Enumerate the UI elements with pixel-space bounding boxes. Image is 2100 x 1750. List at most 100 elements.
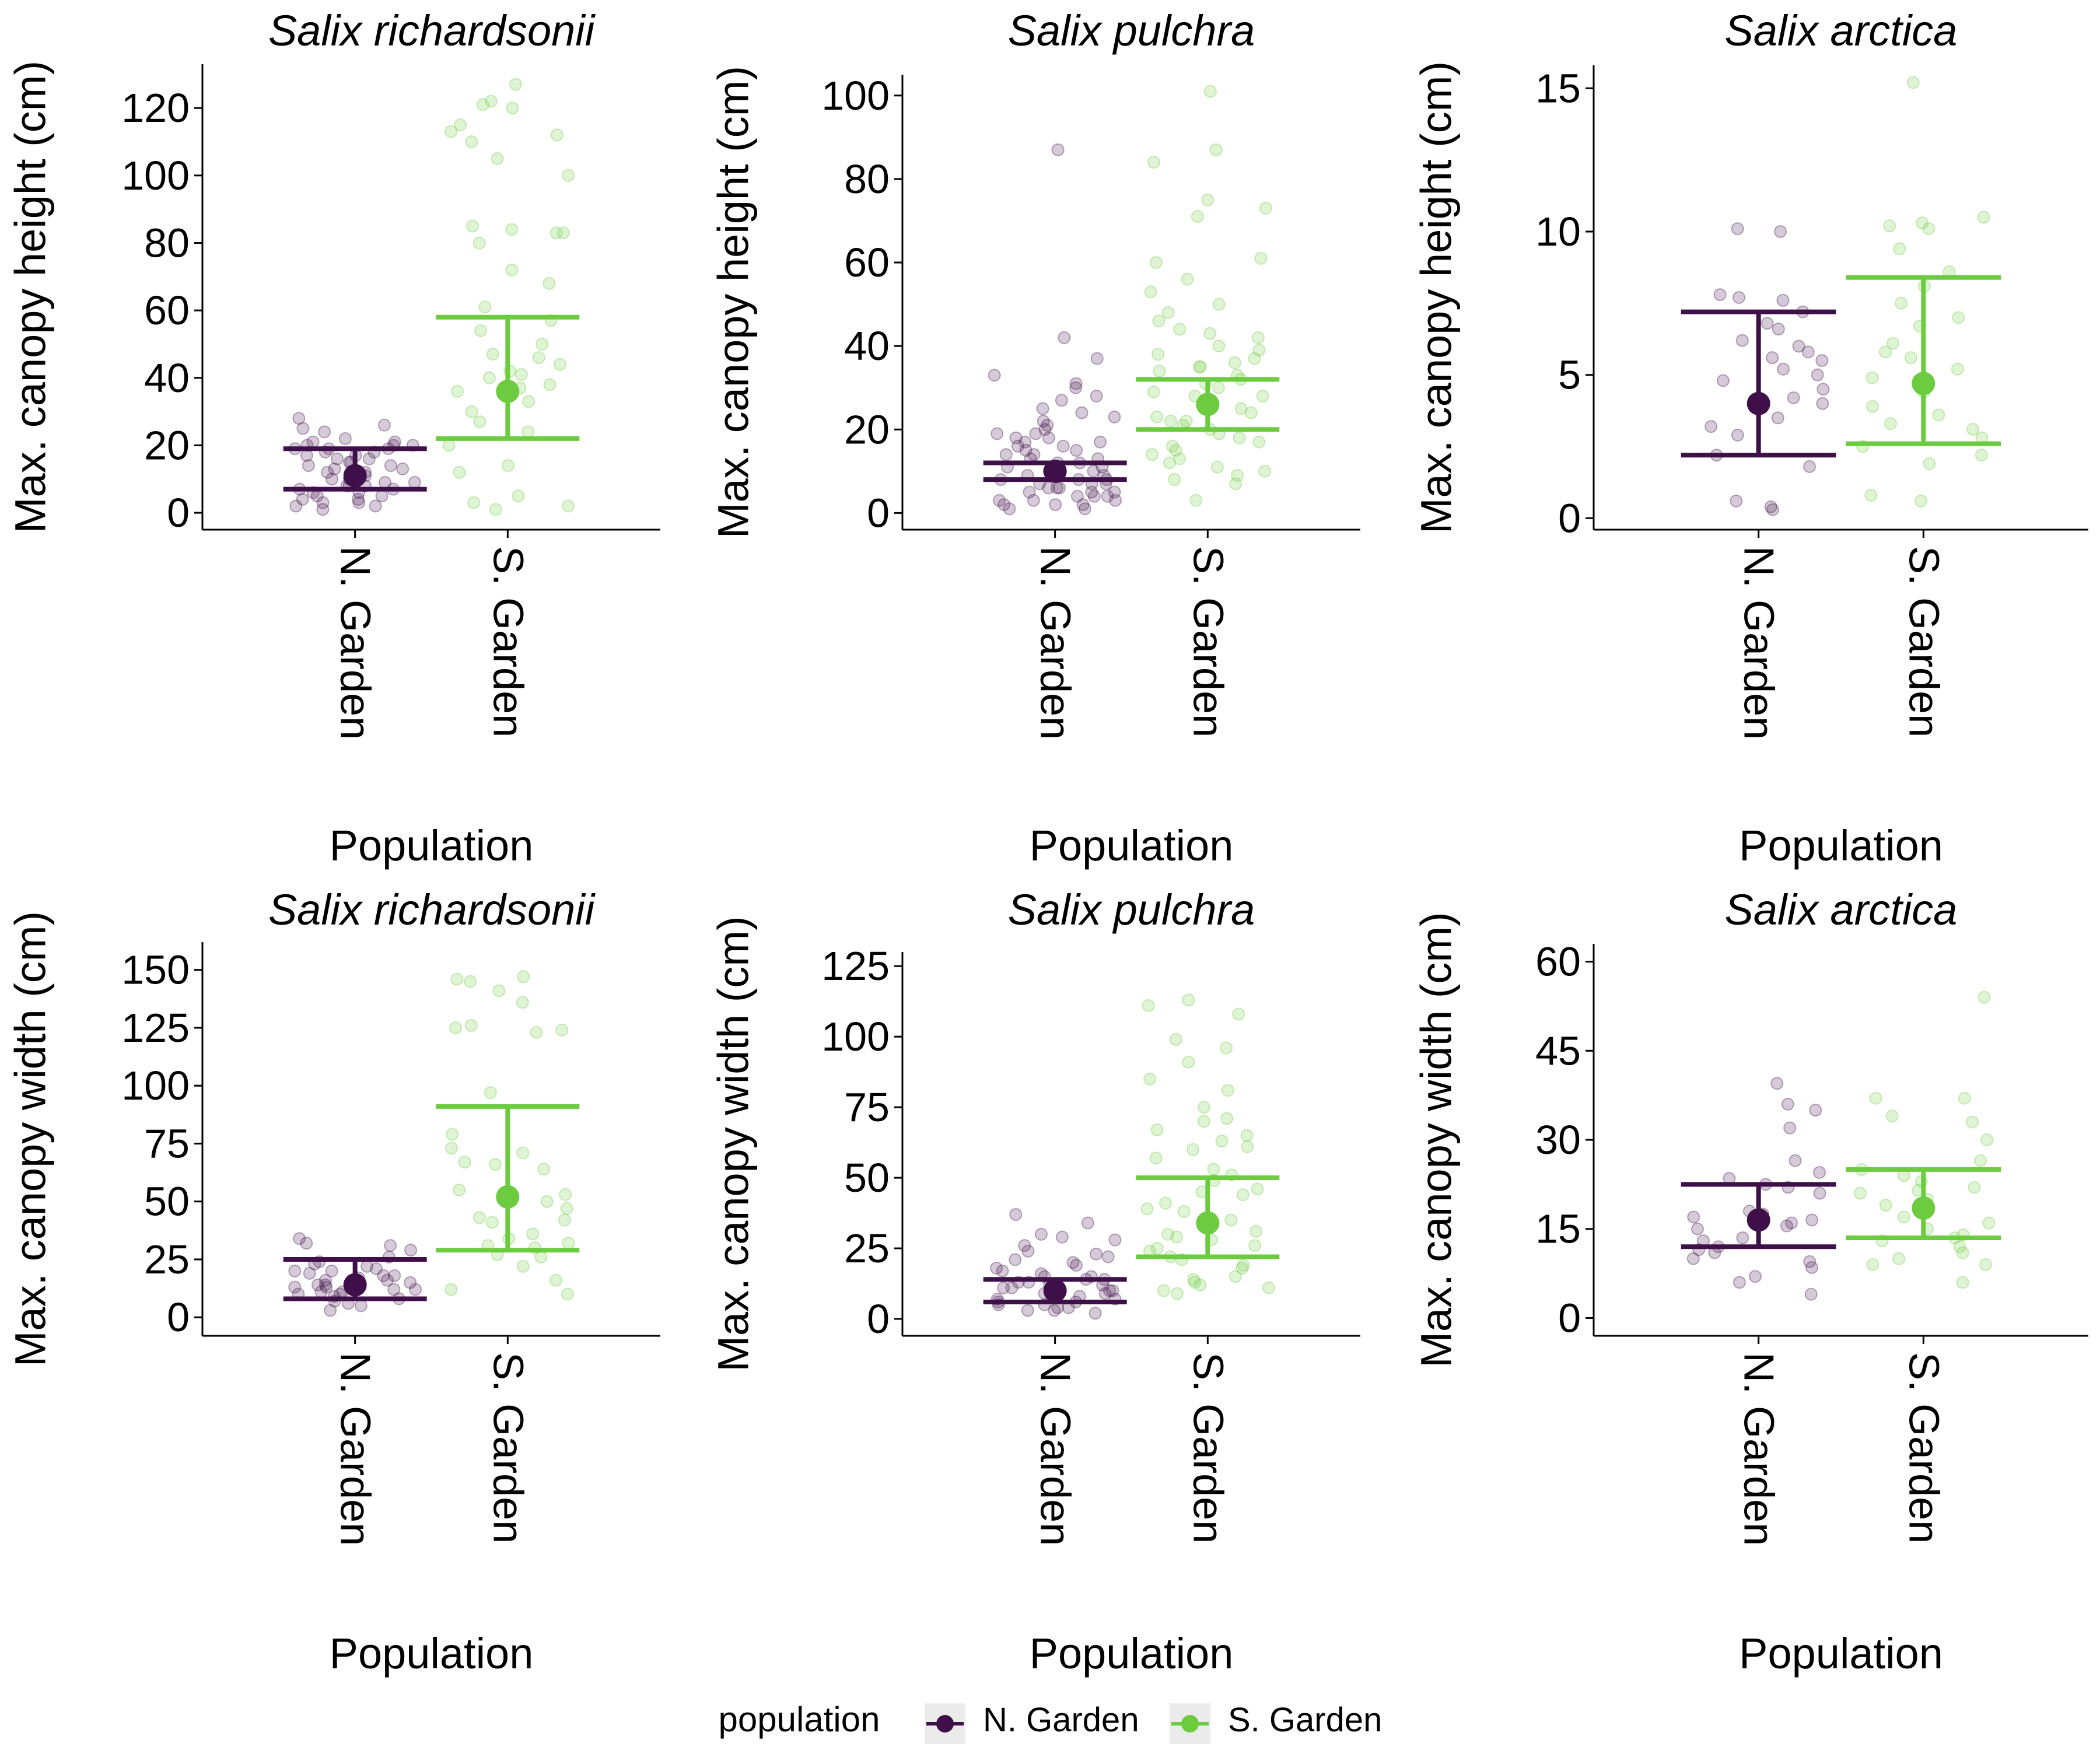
data-point: [1731, 428, 1744, 442]
data-point: [1161, 306, 1175, 319]
data-point: [1760, 317, 1774, 330]
data-point: [384, 1239, 397, 1252]
data-point: [387, 1283, 401, 1296]
data-point: [1788, 1154, 1802, 1167]
data-point: [338, 432, 352, 445]
data-point: [380, 1273, 394, 1287]
data-point: [1251, 1182, 1264, 1196]
data-point: [478, 300, 492, 314]
data-point: [1248, 352, 1261, 365]
data-point: [1951, 362, 1964, 376]
legend-title: population: [719, 1700, 880, 1739]
data-point: [1777, 362, 1790, 376]
data-point: [1164, 414, 1177, 428]
data-point: [1895, 296, 1908, 310]
y-tick-label: 60: [144, 288, 190, 333]
data-point: [1192, 360, 1206, 373]
data-point: [1069, 1259, 1083, 1272]
data-point: [474, 324, 488, 337]
data-point: [492, 984, 506, 998]
y-tick-label: 20: [144, 422, 190, 468]
data-point: [1816, 397, 1829, 410]
data-point: [516, 1259, 530, 1273]
data-point: [550, 128, 564, 142]
y-axis-title: Max. canopy height (cm): [6, 61, 55, 533]
data-point: [1803, 1255, 1817, 1268]
data-point: [517, 970, 530, 984]
data-point: [1736, 1231, 1749, 1244]
data-point: [1029, 427, 1042, 440]
data-point: [1953, 1240, 1966, 1254]
data-point: [991, 427, 1004, 440]
data-point: [316, 503, 330, 516]
legend-key-point-s-garden: [1181, 1715, 1199, 1732]
y-tick-label: 20: [844, 407, 890, 452]
data-point: [1966, 423, 1980, 436]
data-point: [1019, 435, 1032, 449]
data-point: [1869, 1091, 1882, 1105]
data-point: [1713, 288, 1727, 302]
y-tick-label: 0: [1558, 495, 1581, 541]
data-point: [1221, 1084, 1234, 1097]
data-point: [486, 1216, 499, 1229]
data-point: [1249, 1224, 1262, 1238]
mean-point: [1196, 1211, 1220, 1235]
y-tick-label: 100: [821, 1014, 890, 1059]
data-point: [302, 459, 315, 473]
data-point: [473, 415, 487, 428]
data-point: [453, 1183, 466, 1196]
legend-label-s-garden: S. Garden: [1228, 1701, 1382, 1739]
data-point: [1716, 374, 1730, 387]
data-point: [1236, 1261, 1249, 1275]
data-point: [559, 1188, 572, 1201]
data-point: [1815, 354, 1829, 368]
y-tick-label: 45: [1535, 1028, 1581, 1073]
data-point: [1055, 394, 1068, 407]
data-point: [1066, 1256, 1080, 1269]
data-point: [453, 466, 466, 479]
data-point: [450, 972, 464, 986]
data-point: [1241, 1140, 1254, 1153]
data-point: [300, 1237, 313, 1250]
data-point: [537, 1163, 551, 1176]
data-point: [1049, 498, 1062, 512]
data-point: [409, 1283, 422, 1296]
data-point: [1197, 1115, 1210, 1128]
y-tick-label: 40: [844, 323, 890, 369]
data-point: [1231, 468, 1244, 482]
x-tick-label: N. Garden: [1735, 1352, 1782, 1546]
mean-point: [496, 1185, 520, 1209]
data-point: [1150, 1242, 1164, 1255]
data-point: [388, 1269, 401, 1282]
data-point: [484, 1086, 497, 1100]
data-point: [1237, 1259, 1250, 1272]
y-tick-label: 60: [1535, 939, 1581, 985]
data-point: [1210, 460, 1224, 474]
data-point: [1956, 1246, 1969, 1259]
data-point: [458, 1156, 471, 1169]
data-point: [1069, 381, 1083, 394]
data-point: [553, 358, 566, 371]
data-point: [1686, 1252, 1700, 1265]
data-point: [1803, 460, 1817, 473]
data-point: [1108, 1233, 1122, 1247]
data-point: [351, 492, 365, 506]
data-point: [1152, 348, 1165, 361]
data-point: [1776, 293, 1790, 307]
data-point: [1090, 352, 1104, 365]
data-point: [1027, 448, 1041, 461]
data-point: [384, 459, 397, 473]
data-point: [506, 102, 519, 115]
data-point: [484, 94, 498, 108]
data-point: [1098, 1287, 1112, 1300]
data-point: [993, 494, 1006, 507]
data-point: [1009, 1253, 1022, 1266]
data-point: [1070, 489, 1084, 503]
data-point: [1187, 1273, 1200, 1286]
data-point: [1069, 377, 1083, 390]
mean-point: [343, 464, 367, 488]
data-point: [1153, 365, 1166, 378]
data-point: [990, 1261, 1003, 1275]
data-point: [1805, 1261, 1819, 1274]
data-point: [1058, 331, 1071, 344]
